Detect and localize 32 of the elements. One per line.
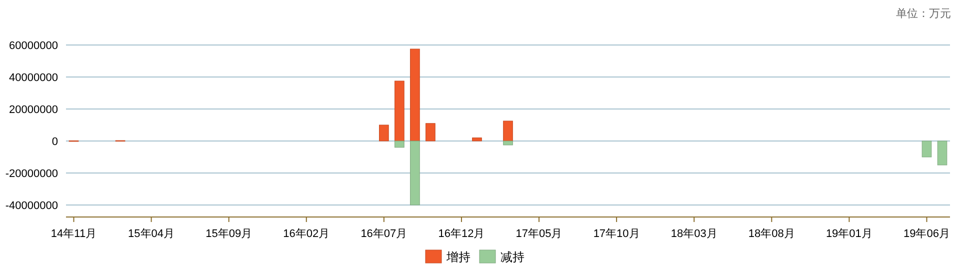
x-tick-label: 14年11月	[50, 228, 97, 240]
x-tick-label: 17年10月	[593, 228, 640, 240]
y-tick-label: -40000000	[5, 200, 58, 212]
y-tick-label: 0	[52, 136, 58, 148]
legend-label: 减持	[500, 250, 524, 264]
x-tick-label: 16年02月	[283, 228, 330, 240]
bar	[922, 140, 932, 158]
y-tick-label: 40000000	[9, 72, 58, 84]
x-tick-label: 17年05月	[516, 228, 562, 240]
x-tick-label: 16年07月	[360, 228, 408, 240]
bar	[410, 48, 420, 142]
bar	[379, 124, 389, 142]
y-tick-label: -20000000	[5, 168, 58, 180]
x-tick-label: 19年01月	[826, 228, 872, 240]
bar	[410, 140, 420, 206]
x-tick-label: 18年08月	[748, 228, 795, 240]
bar	[394, 140, 404, 148]
x-tick-label: 16年12月	[438, 228, 485, 240]
bar	[503, 120, 513, 142]
bar	[394, 80, 404, 142]
bar	[426, 123, 436, 142]
legend-label: 增持	[446, 250, 470, 264]
y-tick-label: 60000000	[9, 40, 58, 52]
bar	[937, 140, 948, 166]
text: 单位：万元	[896, 7, 951, 20]
bar	[472, 138, 482, 142]
x-tick-label: 19年06月	[903, 228, 950, 240]
bar	[503, 140, 513, 146]
x-tick-label: 18年03月	[670, 228, 718, 240]
x-tick-label: 15年04月	[128, 228, 175, 240]
y-tick-label: 20000000	[9, 104, 58, 116]
x-tick-label: 15年09月	[206, 228, 252, 240]
